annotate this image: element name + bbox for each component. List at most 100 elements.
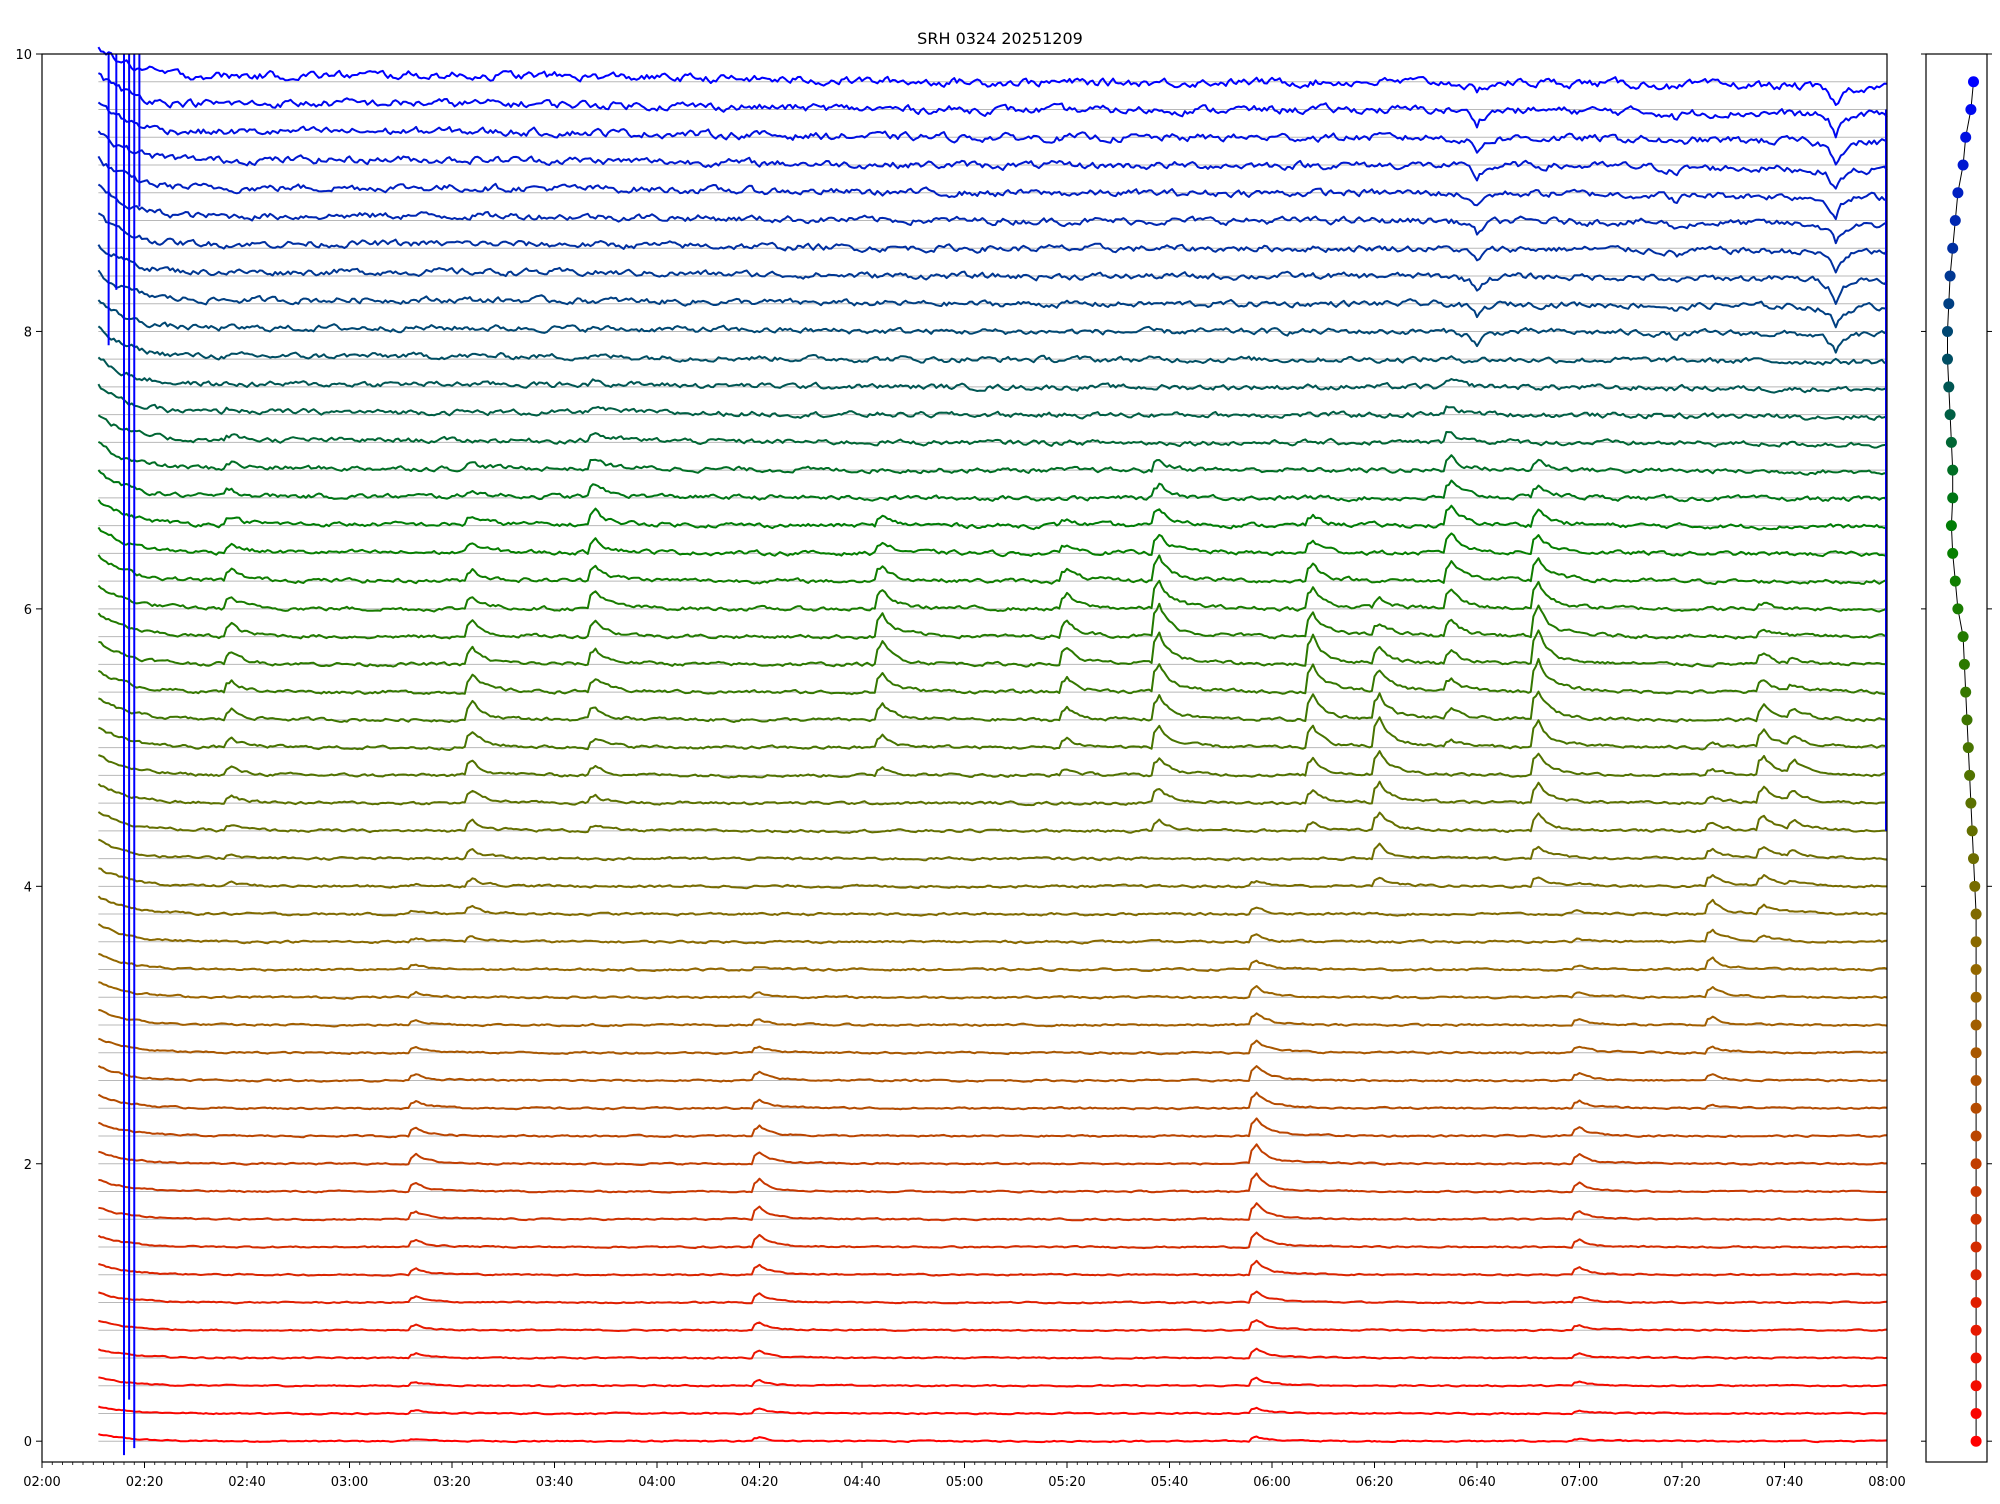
series-line	[98, 1259, 1888, 1277]
side-point	[1961, 714, 1973, 726]
side-point	[1965, 797, 1977, 809]
side-point	[1966, 825, 1978, 837]
side-point	[1942, 353, 1953, 365]
series-line	[97, 811, 1887, 834]
series-line	[97, 1347, 1888, 1360]
side-point	[1970, 1130, 1982, 1142]
series-line	[98, 716, 1888, 751]
series-line	[97, 244, 1888, 305]
series-line	[98, 1433, 1888, 1444]
side-point	[1970, 1075, 1982, 1087]
side-point	[1970, 1019, 1982, 1031]
series-line	[97, 383, 1888, 421]
series-line	[98, 1037, 1888, 1056]
y-tick-label: 4	[24, 880, 32, 895]
series-line	[97, 414, 1888, 449]
side-point	[1949, 575, 1961, 587]
x-tick-label: 02:00	[23, 1475, 60, 1490]
series-line	[97, 441, 1888, 476]
side-point	[1949, 214, 1961, 226]
main-axes: 0 2 4 6 8 10 02:00 02:20 02:40 03:00 03:20 03:40 04:…	[15, 48, 1905, 1490]
series-line	[97, 526, 1888, 558]
side-point	[1970, 908, 1982, 920]
x-tick-label: 03:00	[331, 1475, 368, 1490]
side-point	[1947, 242, 1959, 254]
side-point	[1970, 1296, 1982, 1308]
chart-title: SRH 0324 20251209	[917, 29, 1083, 48]
series-line	[98, 1008, 1888, 1028]
series-line	[97, 780, 1888, 807]
side-point	[1970, 1407, 1982, 1419]
series-line	[98, 1172, 1888, 1194]
side-point	[1970, 1380, 1982, 1392]
side-point	[1964, 769, 1976, 781]
series-line	[98, 1290, 1888, 1305]
series-line	[98, 750, 1888, 779]
x-tick-label: 07:20	[1663, 1475, 1700, 1490]
series-line	[98, 1143, 1888, 1166]
x-tick-label: 03:40	[536, 1475, 573, 1490]
side-point	[1970, 1158, 1982, 1170]
series-line	[97, 1065, 1888, 1083]
series-line	[97, 299, 1888, 354]
side-point	[1945, 436, 1957, 448]
side-point	[1943, 298, 1955, 310]
side-point	[1965, 103, 1977, 115]
side-scatter-group	[1942, 76, 1982, 1447]
series-line	[98, 690, 1888, 723]
side-point	[1960, 131, 1972, 143]
series-line	[97, 269, 1888, 329]
x-tick-label: 03:20	[433, 1475, 470, 1490]
side-point	[1970, 991, 1982, 1003]
x-tick-label: 02:40	[228, 1475, 265, 1490]
x-tick-label: 04:40	[843, 1475, 880, 1490]
side-point	[1947, 464, 1959, 476]
x-tick-label: 05:00	[946, 1475, 983, 1490]
series-line	[98, 981, 1888, 1000]
side-point	[1968, 76, 1979, 88]
x-tick-label: 05:40	[1151, 1475, 1188, 1490]
side-point	[1970, 1241, 1982, 1253]
series-line	[97, 602, 1888, 640]
side-point	[1970, 1324, 1982, 1336]
side-frame	[1925, 53, 1988, 1463]
y-tick-label: 8	[24, 325, 32, 340]
series-line	[97, 1231, 1888, 1250]
series-line	[98, 952, 1888, 972]
series-line	[97, 657, 1887, 696]
series-line	[97, 212, 1888, 274]
side-point	[1970, 1269, 1982, 1281]
y-tick-label: 0	[24, 1435, 32, 1450]
series-line	[97, 183, 1888, 245]
series-line	[97, 72, 1888, 139]
series-line	[97, 469, 1888, 503]
side-point	[1945, 520, 1957, 532]
side-point	[1944, 270, 1956, 282]
side-point	[1970, 1213, 1982, 1225]
series-line	[98, 1405, 1888, 1416]
series-line	[97, 1091, 1888, 1111]
side-point	[1957, 631, 1969, 643]
side-point	[1947, 547, 1959, 559]
series-line	[97, 499, 1888, 531]
side-point	[1952, 187, 1964, 199]
side-point	[1970, 1102, 1982, 1114]
side-point	[1943, 381, 1955, 393]
series-line	[98, 1117, 1887, 1139]
series-line	[98, 1376, 1888, 1388]
x-tick-label: 07:00	[1561, 1475, 1598, 1490]
series-line	[97, 356, 1888, 394]
side-point	[1969, 880, 1981, 892]
x-tick-label: 06:00	[1253, 1475, 1290, 1490]
series-line	[97, 101, 1888, 166]
side-point	[1968, 853, 1979, 865]
y-tick-label: 6	[24, 603, 32, 618]
x-tick-label: 05:20	[1048, 1475, 1085, 1490]
x-tick-label: 04:20	[741, 1475, 778, 1490]
side-point	[1970, 1352, 1982, 1364]
series-line	[97, 130, 1888, 190]
x-tick-label: 08:00	[1868, 1475, 1905, 1490]
side-point	[1962, 742, 1974, 754]
